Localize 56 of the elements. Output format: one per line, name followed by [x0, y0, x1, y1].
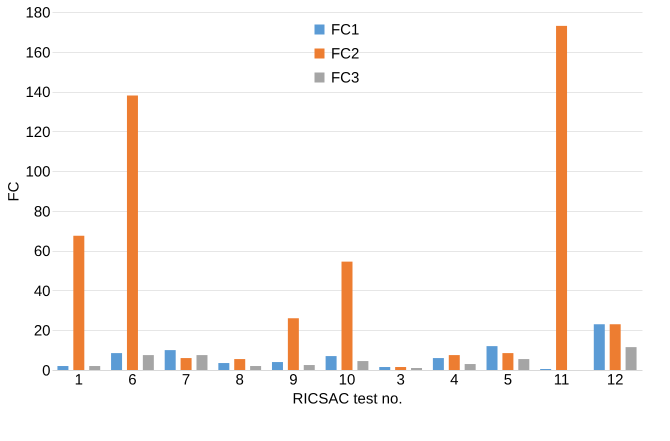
x-tick-label: 3: [396, 372, 405, 388]
bar: [142, 355, 154, 370]
bar: [288, 318, 299, 370]
bar: [379, 367, 390, 370]
x-tick-label: 1: [74, 372, 83, 388]
bar: [57, 366, 68, 370]
bar: [89, 366, 100, 370]
bar: [464, 364, 476, 370]
bar: [164, 350, 176, 370]
x-tick-label: 9: [289, 372, 298, 388]
x-tick-label: 5: [504, 372, 512, 388]
x-tick-label: 4: [450, 372, 458, 388]
y-tick-label: 40: [34, 282, 50, 300]
bar: [502, 353, 514, 370]
bar: [626, 347, 637, 370]
y-tick-label: 20: [34, 322, 50, 340]
x-tick-label: 7: [182, 372, 190, 388]
bar: [342, 262, 352, 370]
legend-label: FC3: [331, 70, 360, 86]
y-tick-label: 80: [34, 203, 50, 220]
bar: [304, 365, 315, 370]
bar: [556, 26, 568, 370]
y-tick-label: 180: [25, 4, 50, 22]
legend-label: FC2: [331, 46, 360, 62]
bar: [218, 363, 230, 370]
y-tick-label: 140: [25, 84, 50, 102]
x-axis-title: RICSAC test no.: [292, 390, 403, 408]
x-tick-label: 10: [338, 372, 356, 388]
bar: [196, 355, 208, 370]
bar: [357, 361, 368, 370]
bar: [180, 358, 192, 370]
bar: [610, 324, 621, 370]
bar: [272, 362, 283, 370]
y-tick-label: 100: [25, 164, 50, 181]
y-tick-label: 0: [42, 362, 50, 380]
x-tick-label: 6: [128, 372, 137, 388]
x-tick-label: 11: [554, 372, 570, 388]
bar: [486, 346, 498, 370]
bar: [594, 324, 605, 370]
bar: [432, 358, 444, 370]
bar: [73, 236, 84, 370]
bar: [126, 96, 138, 370]
legend-label: FC1: [331, 22, 360, 38]
bar: [326, 356, 337, 370]
bar: [518, 359, 530, 370]
bar: [250, 366, 262, 370]
bar: [111, 353, 122, 370]
y-tick-label: 120: [25, 124, 50, 141]
y-tick-label: 60: [34, 243, 50, 260]
bar: [448, 355, 460, 370]
bar: [395, 367, 406, 370]
x-tick-label: 8: [236, 372, 244, 388]
bar: [234, 359, 246, 370]
y-axis-title: FC: [5, 181, 22, 202]
y-tick-label: 160: [25, 44, 50, 62]
x-tick-label: 12: [606, 372, 624, 388]
